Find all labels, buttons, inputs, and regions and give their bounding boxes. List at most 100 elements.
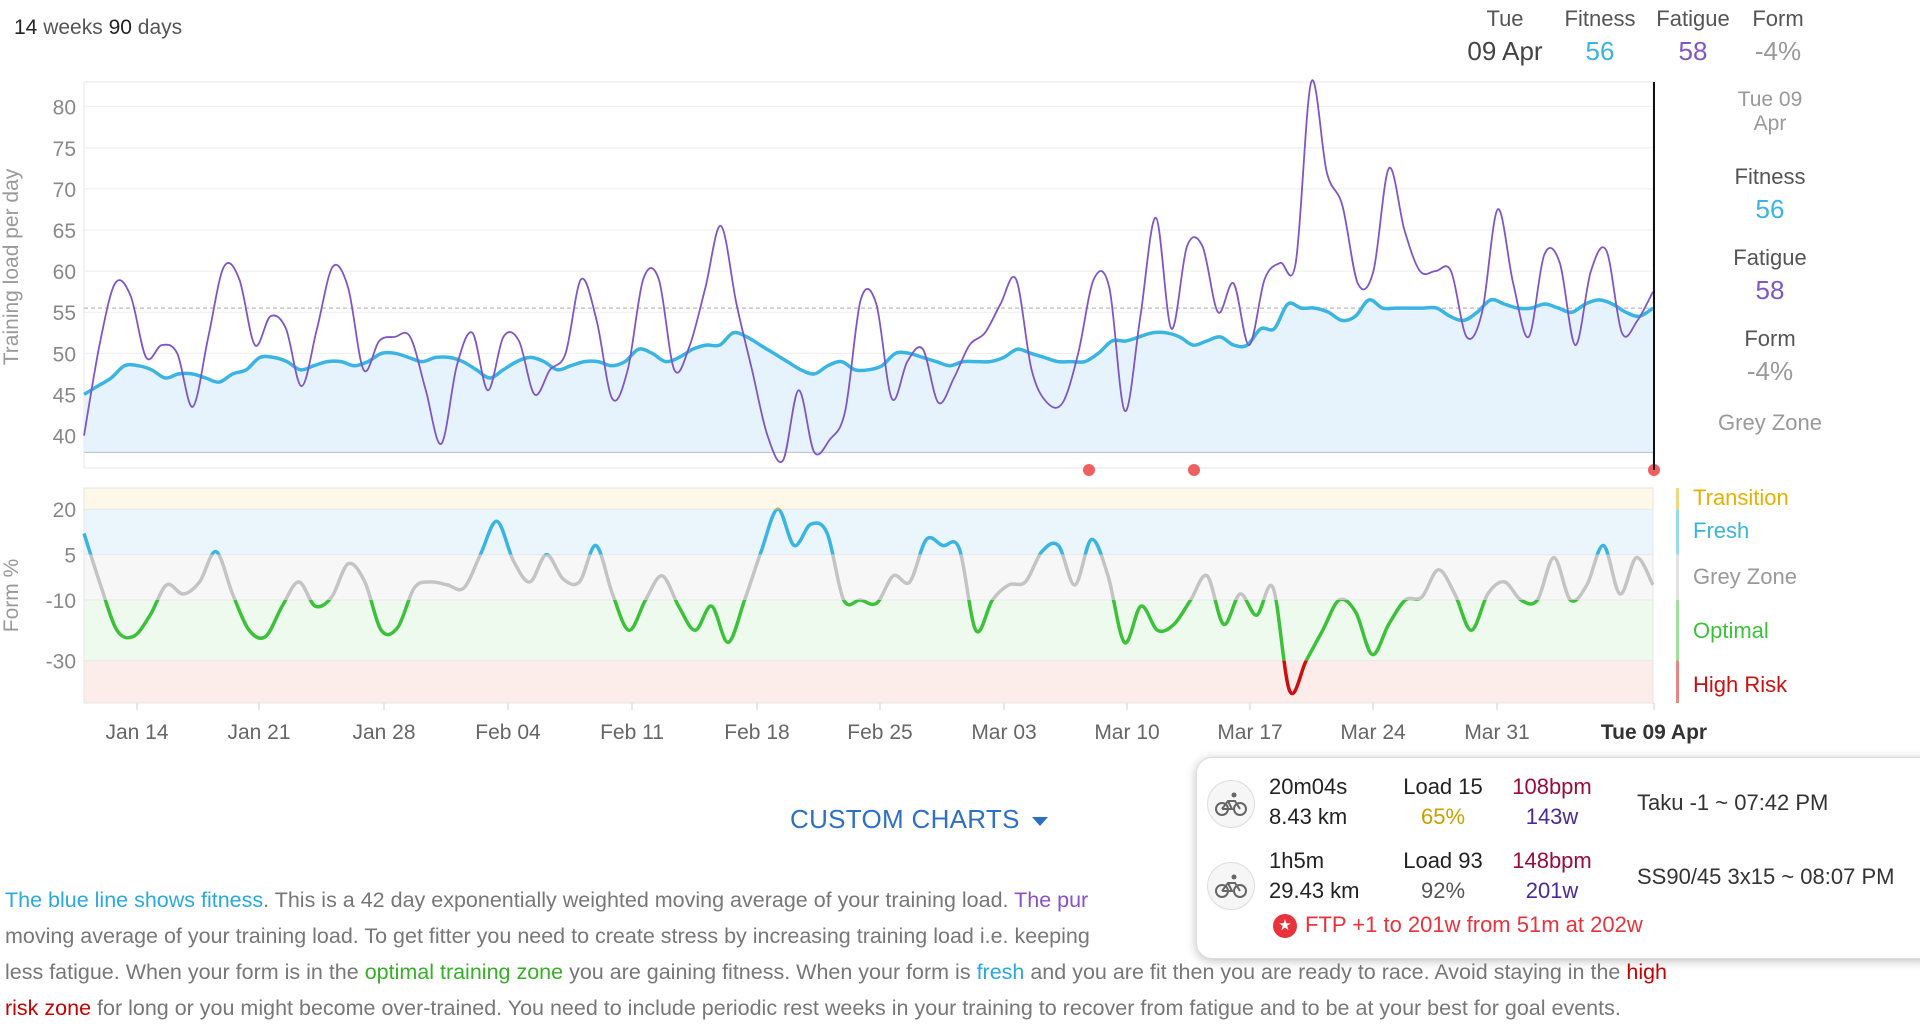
y-tick-label: 75 — [53, 138, 76, 161]
zone-indicator — [1676, 660, 1679, 703]
custom-charts-button[interactable]: CUSTOM CHARTS — [790, 804, 1048, 835]
activity-hr: 108bpm — [1512, 774, 1592, 799]
x-tick-label: Jan 14 — [105, 721, 168, 744]
y-axis-label: Form % — [0, 559, 23, 633]
x-tick-label: Jan 28 — [352, 721, 415, 744]
zone-band — [84, 660, 1653, 703]
y-tick-label: 45 — [53, 384, 76, 407]
x-tick-label: Mar 24 — [1340, 721, 1406, 744]
side-date-line1: Tue 09 — [1737, 88, 1803, 111]
activity-name[interactable]: SS90/45 3x15 ~ 08:07 PM — [1637, 864, 1895, 889]
x-tick-label: Mar 31 — [1464, 721, 1529, 744]
custom-charts-label: CUSTOM CHARTS — [790, 804, 1020, 834]
activity-power: 201w — [1525, 878, 1579, 903]
y-tick-label: 70 — [53, 179, 76, 202]
legend-item: Optimal — [1693, 618, 1769, 643]
side-date-line2: Apr — [1753, 112, 1787, 135]
header-form: Form -4% — [1738, 6, 1818, 67]
zone-band — [84, 488, 1653, 510]
side-date: Tue 09 Apr — [1690, 88, 1850, 136]
legend-item: Transition — [1693, 485, 1789, 510]
side-fatigue-value: 58 — [1755, 275, 1785, 305]
activity-popup: 20m04s 8.43 km Load 15 65% 108bpm 143w T… — [1196, 757, 1920, 959]
activity-duration: 20m04s — [1269, 774, 1348, 799]
zone-band — [84, 554, 1653, 601]
activity-distance: 29.43 km — [1269, 878, 1360, 903]
side-fatigue: Fatigue 58 — [1690, 245, 1850, 306]
x-tick-label: Feb 04 — [475, 721, 541, 744]
x-tick-label: Jan 21 — [227, 721, 290, 744]
fitness-chart[interactable]: 40 45 50 55 60 65 70 75 80 Training load per day J… — [0, 0, 1920, 760]
chevron-down-icon — [1031, 816, 1048, 826]
header-form-value: -4% — [1754, 36, 1802, 66]
legend-item: Grey Zone — [1693, 564, 1797, 589]
zone-indicator — [1676, 600, 1679, 661]
header-fatigue-value: 58 — [1678, 36, 1708, 66]
side-fatigue-label: Fatigue — [1733, 245, 1807, 270]
activity-intensity: 65% — [1420, 804, 1466, 829]
form-line[interactable] — [84, 509, 1655, 693]
y-tick-label: 55 — [53, 302, 76, 325]
x-tick-label: Feb 18 — [724, 721, 789, 744]
header-fatigue: Fatigue 58 — [1648, 6, 1738, 67]
side-fitness-value: 56 — [1755, 194, 1785, 224]
activity-load: Load 93 — [1403, 848, 1483, 873]
header-date-value: 09 Apr — [1467, 36, 1543, 66]
y-tick-label: 40 — [53, 426, 76, 449]
activity-distance: 8.43 km — [1269, 804, 1348, 829]
x-tick-label: Mar 03 — [971, 721, 1036, 744]
form-line[interactable] — [84, 509, 1653, 693]
event-marker — [1083, 464, 1095, 476]
y-tick-label: -10 — [46, 590, 76, 613]
activity-intensity: 92% — [1420, 878, 1466, 903]
x-tick-label: Mar 17 — [1217, 721, 1282, 744]
header-form-label: Form — [1752, 6, 1804, 31]
x-tick-label: Mar 10 — [1094, 721, 1159, 744]
activity-row[interactable]: 20m04s 8.43 km Load 15 65% 108bpm 143w T… — [1197, 770, 1920, 840]
legend-item: Fresh — [1693, 518, 1749, 543]
legend-item: High Risk — [1693, 672, 1788, 697]
bike-icon — [1207, 780, 1255, 828]
x-tick-label: Feb 25 — [847, 721, 912, 744]
x-tick-label: Tue 09 Apr — [1601, 721, 1707, 744]
ftp-note: ★ FTP +1 to 201w from 51m at 202w — [1273, 912, 1643, 939]
y-tick-label: 80 — [53, 97, 76, 120]
y-tick-label: 60 — [53, 261, 76, 284]
chart-description: The blue line shows fitness. This is a 4… — [5, 888, 1668, 1020]
x-tick-label: Feb 11 — [600, 721, 664, 744]
zone-band — [84, 600, 1653, 661]
header-day-name: Tue — [1486, 6, 1524, 31]
y-tick-label: -30 — [46, 651, 76, 674]
fitness-line[interactable] — [83, 297, 1654, 396]
y-tick-label: 65 — [53, 220, 76, 243]
zone-indicator — [1676, 488, 1679, 510]
y-tick-label: 50 — [53, 343, 76, 366]
form-plot-area — [83, 487, 1654, 704]
zone-band — [84, 509, 1653, 555]
star-icon: ★ — [1273, 914, 1297, 939]
zone-indicator — [1676, 554, 1679, 601]
side-zone: Grey Zone — [1718, 410, 1822, 435]
side-fitness: Fitness 56 — [1690, 164, 1850, 225]
activity-duration: 1h5m — [1269, 848, 1325, 873]
date-range-label: 14 weeks 90 days — [14, 16, 183, 39]
activity-row[interactable]: 1h5m 29.43 km Load 93 92% 148bpm 201w SS… — [1197, 846, 1920, 916]
header-fitness-label: Fitness — [1564, 6, 1636, 31]
fatigue-line[interactable] — [83, 79, 1654, 463]
fitness-area — [84, 299, 1653, 452]
ftp-note-text: FTP +1 to 201w from 51m at 202w — [1305, 912, 1643, 937]
side-form-label: Form — [1744, 326, 1796, 351]
event-marker — [1188, 464, 1200, 476]
header-fitness-value: 56 — [1585, 36, 1615, 66]
activity-hr: 148bpm — [1512, 848, 1592, 873]
activity-power: 143w — [1525, 804, 1579, 829]
y-axis-label: Training load per day — [0, 168, 23, 365]
y-tick-label: 5 — [64, 545, 76, 568]
header-fatigue-label: Fatigue — [1656, 6, 1730, 31]
activity-load: Load 15 — [1403, 774, 1483, 799]
activity-name[interactable]: Taku -1 ~ 07:42 PM — [1637, 790, 1829, 815]
zone-indicator — [1676, 509, 1679, 555]
side-form-value: -4% — [1746, 356, 1794, 386]
side-fitness-label: Fitness — [1734, 164, 1806, 189]
header-fitness: Fitness 56 — [1554, 6, 1646, 67]
